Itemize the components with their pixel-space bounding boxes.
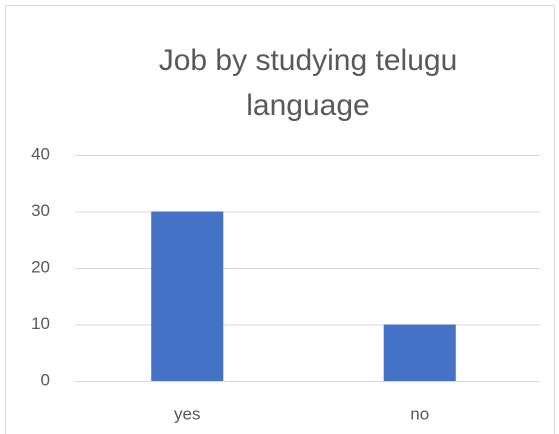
- chart-title: Job by studying telugu language: [158, 44, 458, 122]
- y-tick-label: 10: [31, 314, 50, 333]
- chart-border: [5, 5, 555, 434]
- y-tick-label: 0: [41, 370, 50, 389]
- x-tick-label: no: [410, 404, 429, 423]
- y-tick-label: 40: [31, 144, 50, 163]
- bar: [151, 211, 224, 381]
- bar: [383, 324, 456, 381]
- y-tick-label: 20: [31, 257, 50, 276]
- x-tick-label: yes: [174, 404, 200, 423]
- y-tick-label: 30: [31, 201, 50, 220]
